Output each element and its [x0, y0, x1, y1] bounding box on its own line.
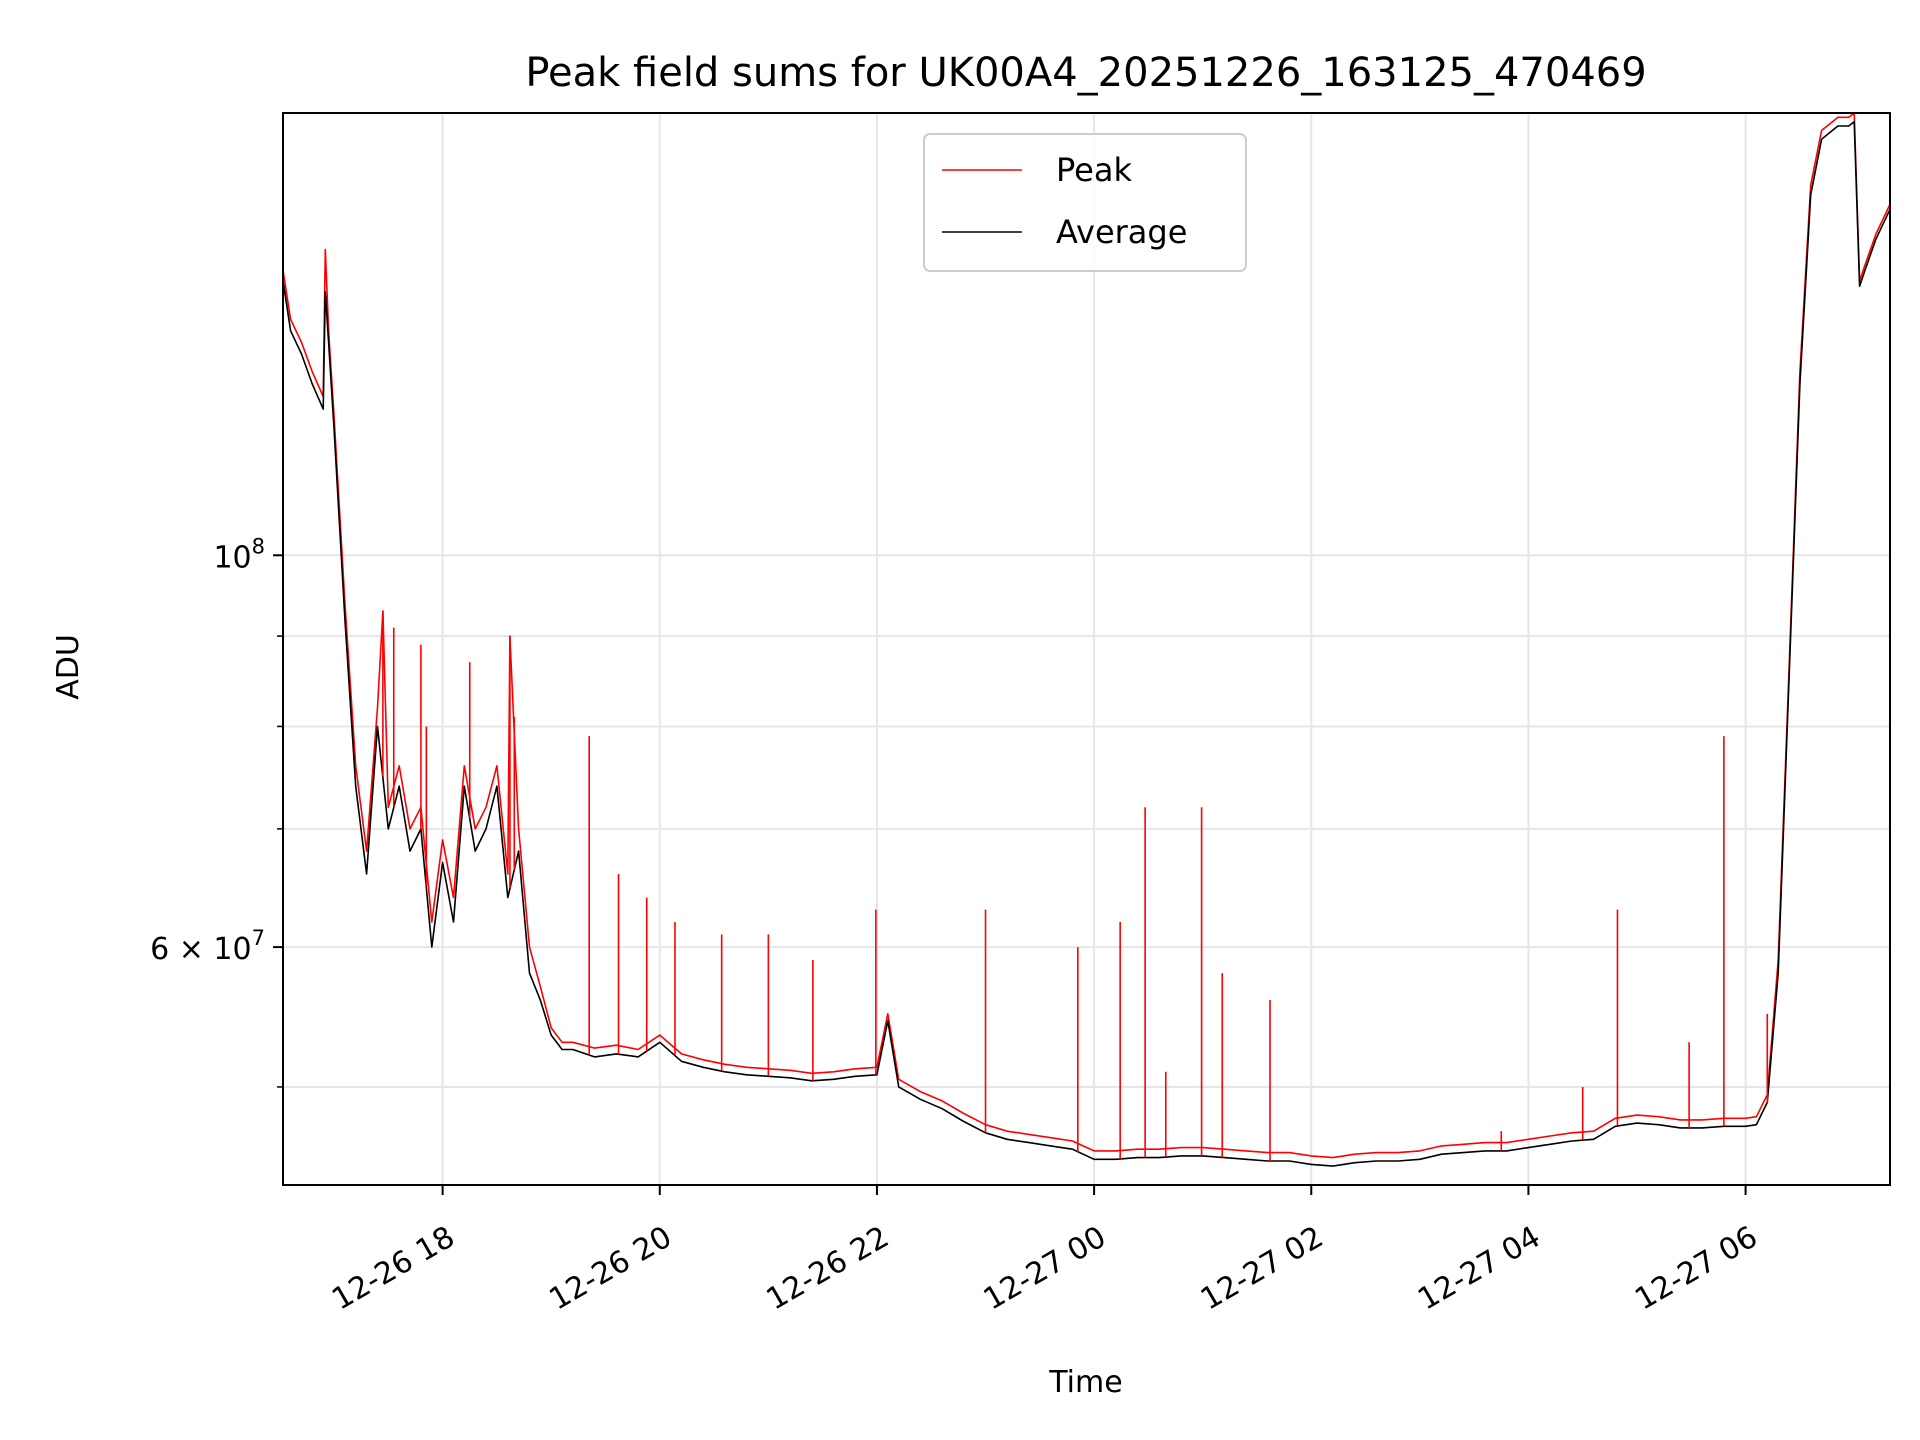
x-tick-label: 12-26 20: [543, 1220, 677, 1318]
legend: Peak Average: [923, 133, 1247, 272]
series-line-average: [282, 120, 1891, 1167]
y-tick-label: 108: [213, 534, 265, 575]
y-tick-label: 6 × 107: [150, 926, 265, 967]
x-tick-label: 12-27 02: [1195, 1220, 1329, 1318]
series-line-peak: [282, 112, 1891, 1159]
grid-lines: [283, 113, 1890, 1185]
x-axis-label: Time: [1048, 1365, 1122, 1400]
series-lines: [282, 112, 1891, 1167]
legend-label-average: Average: [1056, 213, 1187, 251]
x-tick-label: 12-26 18: [326, 1220, 460, 1318]
legend-label-peak: Peak: [1056, 151, 1132, 189]
x-tick-label: 12-26 22: [761, 1220, 895, 1318]
x-tick-label: 12-27 06: [1629, 1220, 1763, 1318]
x-tick-label: 12-27 00: [978, 1220, 1112, 1318]
x-axis-ticks: 12-26 18 12-26 20 12-26 22 12-27 00 12-27 02…: [326, 1185, 1764, 1318]
plot-frame: [282, 112, 1891, 1186]
legend-box: [923, 133, 1247, 272]
x-tick-label: 12-27 04: [1412, 1220, 1546, 1318]
y-axis-label: ADU: [51, 634, 86, 700]
y-axis-ticks: 108 6 × 107: [150, 534, 283, 1088]
chart-title: Peak field sums for UK00A4_20251226_1631…: [525, 50, 1646, 96]
